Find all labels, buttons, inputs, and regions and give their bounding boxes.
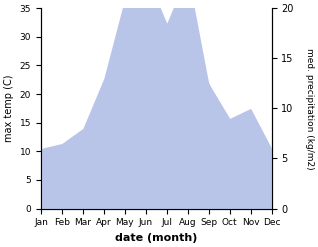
X-axis label: date (month): date (month) [115, 233, 197, 243]
Y-axis label: med. precipitation (kg/m2): med. precipitation (kg/m2) [305, 48, 314, 169]
Y-axis label: max temp (C): max temp (C) [4, 75, 14, 142]
